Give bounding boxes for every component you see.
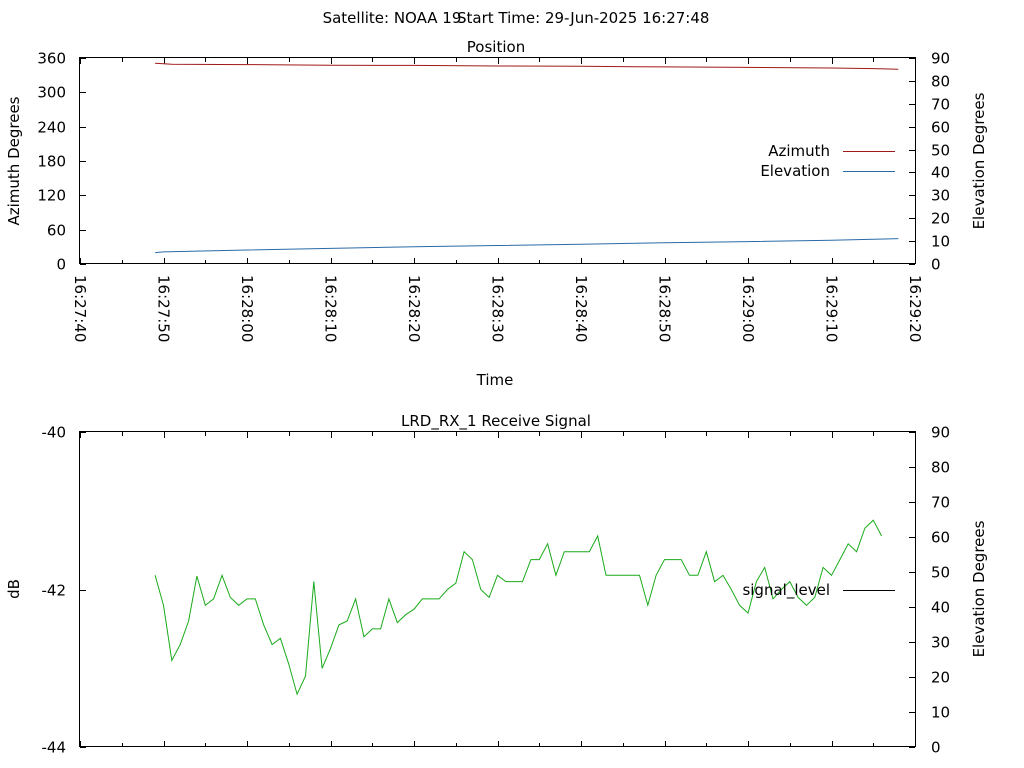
y2-tick-label: 30	[931, 634, 950, 652]
y-tick-label: 300	[37, 84, 66, 102]
signal-chart-ticks: -44 -42 -40 0 10 20 30 40 50 60 70 80 90	[42, 424, 951, 757]
y2-tick-label: 50	[931, 564, 950, 582]
signal-chart-legend: signal_level	[742, 581, 895, 600]
y-tick-label: 60	[47, 222, 66, 240]
x-tick-label: 16:29:10	[823, 275, 841, 342]
y2-tick-label: 20	[931, 669, 950, 687]
position-chart-legend: Azimuth Elevation	[760, 142, 895, 180]
series-line-azimuth	[155, 62, 899, 70]
x-tick-label: 16:28:10	[322, 275, 340, 342]
position-chart-series	[155, 62, 899, 254]
y2-tick-label: 80	[931, 459, 950, 477]
position-y2-axis-label: Elevation Degrees	[970, 92, 988, 229]
y2-tick-label: 60	[931, 119, 950, 137]
y2-tick-label: 50	[931, 142, 950, 160]
signal-chart: LRD_RX_1 Receive Signal dB Elevation Deg…	[5, 412, 988, 757]
satellite-label: Satellite: NOAA 19	[323, 9, 462, 27]
y-tick-label: 180	[37, 153, 66, 171]
y2-tick-label: 10	[931, 233, 950, 251]
y2-tick-label: 0	[931, 739, 941, 757]
signal-y2-axis-label: Elevation Degrees	[970, 520, 988, 657]
legend-label-azimuth: Azimuth	[768, 142, 830, 160]
signal-chart-series	[154, 519, 883, 696]
x-tick-label: 16:27:50	[155, 275, 173, 342]
y2-tick-label: 40	[931, 164, 950, 182]
y2-tick-label: 70	[931, 96, 950, 114]
y2-tick-label: 80	[931, 73, 950, 91]
start-time-label: Start Time: 29-Jun-2025 16:27:48	[457, 9, 709, 27]
y2-tick-label: 40	[931, 599, 950, 617]
legend-label-elevation: Elevation	[760, 162, 830, 180]
x-tick-label: 16:28:00	[238, 275, 256, 342]
position-plot-frame	[79, 57, 916, 264]
x-tick-label: 16:28:20	[405, 275, 423, 342]
x-tick-label: 16:29:00	[739, 275, 757, 342]
x-tick-label: 16:28:40	[572, 275, 590, 342]
signal-y-axis-label: dB	[5, 579, 23, 599]
y-tick-label: 240	[37, 119, 66, 137]
x-tick-label: 16:28:50	[656, 275, 674, 342]
y2-tick-label: 10	[931, 704, 950, 722]
x-tick-label: 16:27:40	[71, 275, 89, 342]
y2-tick-label: 30	[931, 187, 950, 205]
y-tick-label: 0	[56, 256, 66, 274]
y-tick-label: 360	[37, 50, 66, 68]
series-line-elevation	[155, 238, 899, 254]
position-chart-title: Position	[467, 38, 525, 56]
legend-label-signal-level: signal_level	[742, 581, 830, 600]
y2-tick-label: 20	[931, 210, 950, 228]
x-tick-label: 16:29:20	[906, 275, 924, 342]
position-chart-ticks: 16:27:40 16:27:50 16:28:00 16:28:10 16:28:20…	[37, 50, 950, 343]
y-tick-label: -40	[42, 424, 67, 442]
y2-tick-label: 70	[931, 494, 950, 512]
y2-tick-label: 90	[931, 50, 950, 68]
series-line-signal-level	[154, 519, 883, 696]
y2-tick-label: 0	[931, 256, 941, 274]
y-tick-label: -42	[42, 582, 67, 600]
position-y-axis-label: Azimuth Degrees	[5, 96, 23, 225]
y2-tick-label: 90	[931, 424, 950, 442]
y-tick-label: -44	[42, 739, 67, 757]
position-x-axis-label: Time	[476, 371, 514, 389]
x-tick-label: 16:28:30	[489, 275, 507, 342]
position-chart: Position Azimuth Degrees Elevation Degre…	[5, 38, 988, 389]
signal-plot-frame	[79, 431, 916, 747]
y-tick-label: 120	[37, 187, 66, 205]
y2-tick-label: 60	[931, 529, 950, 547]
signal-chart-title: LRD_RX_1 Receive Signal	[401, 412, 591, 431]
